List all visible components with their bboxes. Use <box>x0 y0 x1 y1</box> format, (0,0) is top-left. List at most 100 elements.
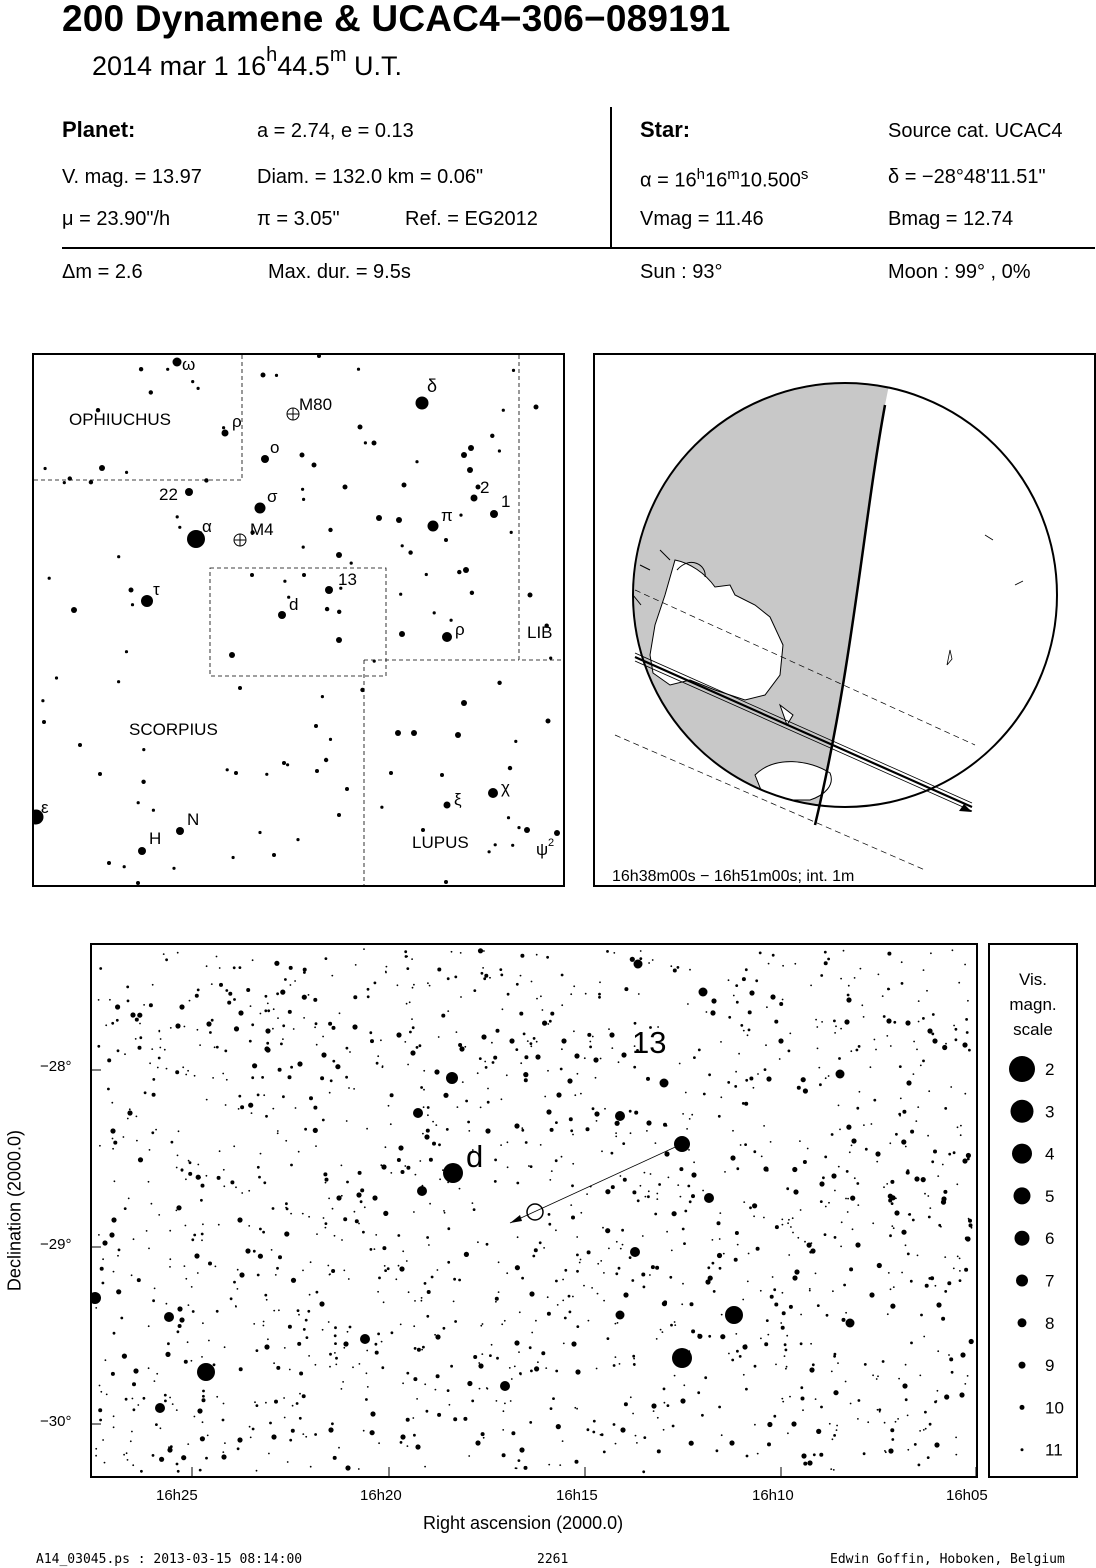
finder-field-star <box>509 530 513 534</box>
detail-star <box>519 1447 525 1453</box>
field-star <box>847 1197 849 1200</box>
field-star <box>273 1309 276 1312</box>
field-star <box>787 1049 791 1053</box>
field-star <box>679 1167 684 1172</box>
field-star <box>438 1143 441 1147</box>
field-star <box>320 1076 325 1081</box>
field-star <box>491 1061 495 1064</box>
field-star <box>942 1044 948 1051</box>
finder-field-star <box>172 866 176 870</box>
field-star <box>99 967 103 970</box>
field-star <box>308 1215 310 1218</box>
field-star <box>399 1323 402 1326</box>
detail-star <box>664 1151 670 1157</box>
field-star <box>489 1354 492 1357</box>
field-star <box>452 1300 455 1303</box>
field-star <box>201 1239 203 1242</box>
finder-field-star <box>549 656 553 660</box>
field-star <box>530 980 533 983</box>
field-star <box>901 1139 907 1145</box>
field-star <box>570 993 573 996</box>
field-star <box>819 1200 823 1203</box>
field-star <box>889 1288 892 1291</box>
field-star <box>199 1044 201 1046</box>
field-star <box>952 1151 956 1155</box>
finder-star <box>342 484 348 490</box>
field-star <box>803 1461 808 1466</box>
magnitude-legend: Vis. magn. scale 2 3 4 5 6 7 8 9 10 11 <box>988 943 1078 1478</box>
field-star <box>598 992 601 996</box>
field-star <box>611 1047 614 1049</box>
finder-field-star <box>493 843 497 847</box>
field-star <box>229 1297 233 1301</box>
detail-star <box>370 1411 376 1417</box>
field-star <box>757 1073 759 1075</box>
finder-field-star <box>43 466 47 471</box>
field-star <box>572 1162 575 1165</box>
field-star <box>662 1428 665 1431</box>
field-star <box>482 967 484 969</box>
field-star <box>669 1275 673 1279</box>
field-star <box>323 1172 328 1177</box>
field-star <box>679 1195 682 1198</box>
field-star <box>636 1247 638 1250</box>
legend-dot <box>1010 1099 1034 1123</box>
field-star <box>576 1325 580 1328</box>
field-star <box>736 1349 739 1353</box>
field-star <box>773 1414 777 1418</box>
constellation-boundaries <box>34 355 564 885</box>
field-star <box>547 1023 550 1025</box>
field-star <box>930 952 932 955</box>
field-star <box>883 1421 886 1424</box>
field-star <box>646 1130 648 1132</box>
field-star <box>884 1450 886 1452</box>
field-star <box>900 982 904 985</box>
field-star <box>529 1165 533 1168</box>
field-star <box>967 999 969 1002</box>
field-star <box>495 1300 497 1303</box>
field-star <box>665 1124 668 1127</box>
field-star <box>545 1367 548 1369</box>
field-star <box>125 1452 128 1455</box>
field-star <box>123 1453 125 1456</box>
field-star <box>637 993 640 995</box>
detail-stars <box>89 948 974 1474</box>
finder-field-star <box>320 695 324 699</box>
field-star <box>802 1160 807 1164</box>
field-star <box>780 1325 785 1330</box>
finder-field-star <box>199 531 203 535</box>
field-star <box>152 1078 156 1081</box>
field-star <box>968 1338 974 1345</box>
field-star <box>321 1328 324 1331</box>
field-star <box>642 1285 646 1289</box>
field-star <box>357 1468 360 1470</box>
field-star <box>810 1342 812 1345</box>
detail-star <box>801 1453 807 1459</box>
field-star <box>824 1155 828 1159</box>
field-star <box>521 1276 524 1280</box>
field-star <box>294 1107 297 1109</box>
detail-star <box>206 1021 212 1027</box>
field-star <box>345 1075 348 1079</box>
field-star <box>387 1104 390 1107</box>
finder-star <box>421 828 425 832</box>
field-star <box>422 1132 424 1135</box>
field-star <box>399 1441 403 1444</box>
field-star <box>746 1034 749 1037</box>
detail-star <box>793 1189 799 1195</box>
footer-file: A14_03045.ps : 2013-03-15 08:14:00 <box>36 1552 303 1567</box>
field-star <box>303 1017 305 1019</box>
field-star <box>697 1333 700 1336</box>
legend-magnitude: 10 <box>1045 1398 1064 1417</box>
field-star <box>934 1284 937 1287</box>
detail-star <box>239 1272 245 1278</box>
field-star <box>562 1299 565 1302</box>
field-star <box>688 1118 691 1120</box>
field-star <box>855 1048 859 1052</box>
field-star <box>945 1042 947 1045</box>
field-star <box>810 1242 813 1244</box>
field-star <box>269 1421 272 1425</box>
field-star <box>917 1000 920 1002</box>
finder-star <box>357 424 363 430</box>
